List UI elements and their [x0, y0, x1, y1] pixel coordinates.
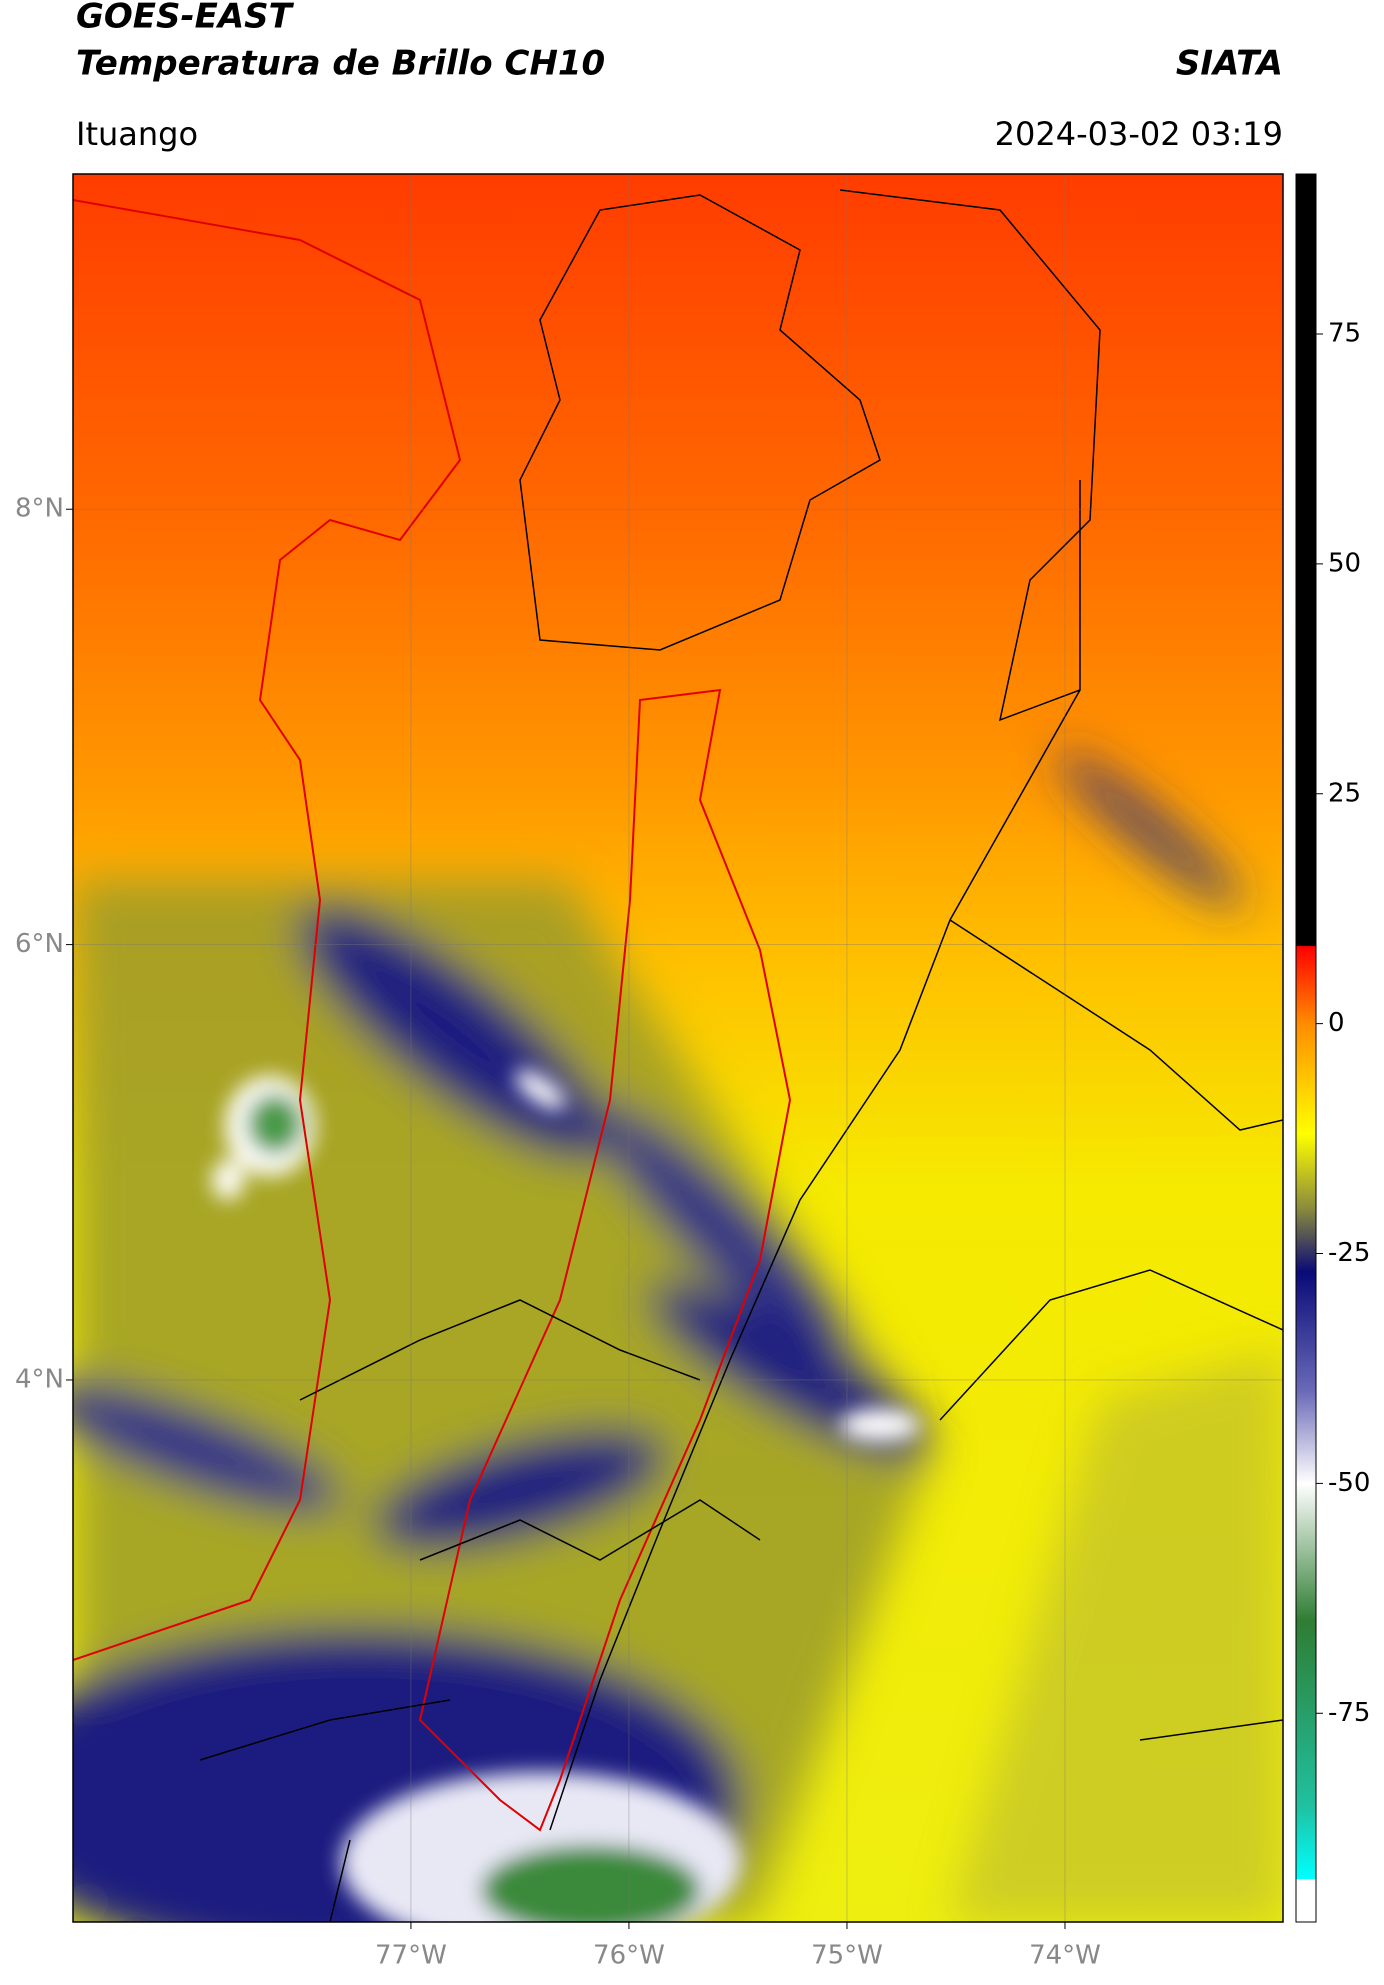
- colorbar-tick-label: 25: [1328, 778, 1361, 808]
- location: Ituango: [76, 115, 198, 153]
- lon-tick-label: 75°W: [811, 1941, 883, 1971]
- subtitle: Temperatura de Brillo CH10: [76, 44, 605, 84]
- lon-tick-label: 76°W: [593, 1941, 665, 1971]
- lat-tick-label: 6°N: [15, 929, 64, 959]
- lat-tick-label: 8°N: [15, 494, 64, 524]
- map-frame: [72, 173, 1284, 1923]
- colorbar-tick-label: 75: [1328, 318, 1361, 348]
- colorbar-tick-label: 0: [1328, 1008, 1345, 1038]
- brand: SIATA: [1176, 44, 1283, 84]
- lon-tick-label: 77°W: [375, 1941, 447, 1971]
- lat-tick-label: 4°N: [15, 1364, 64, 1394]
- title: GOES-EAST: [76, 0, 295, 37]
- colorbar-tick-label: 50: [1328, 548, 1361, 578]
- graticule: [66, 174, 1283, 1929]
- colorbar-tick-label: -75: [1328, 1698, 1370, 1728]
- datetime: 2024-03-02 03:19: [995, 115, 1283, 153]
- lon-tick-label: 74°W: [1029, 1941, 1101, 1971]
- colorbar-tick-label: -50: [1328, 1468, 1370, 1498]
- colorbar-tick-label: -25: [1328, 1238, 1370, 1268]
- colorbar: [1295, 173, 1317, 1923]
- satellite-image: [73, 174, 1283, 1922]
